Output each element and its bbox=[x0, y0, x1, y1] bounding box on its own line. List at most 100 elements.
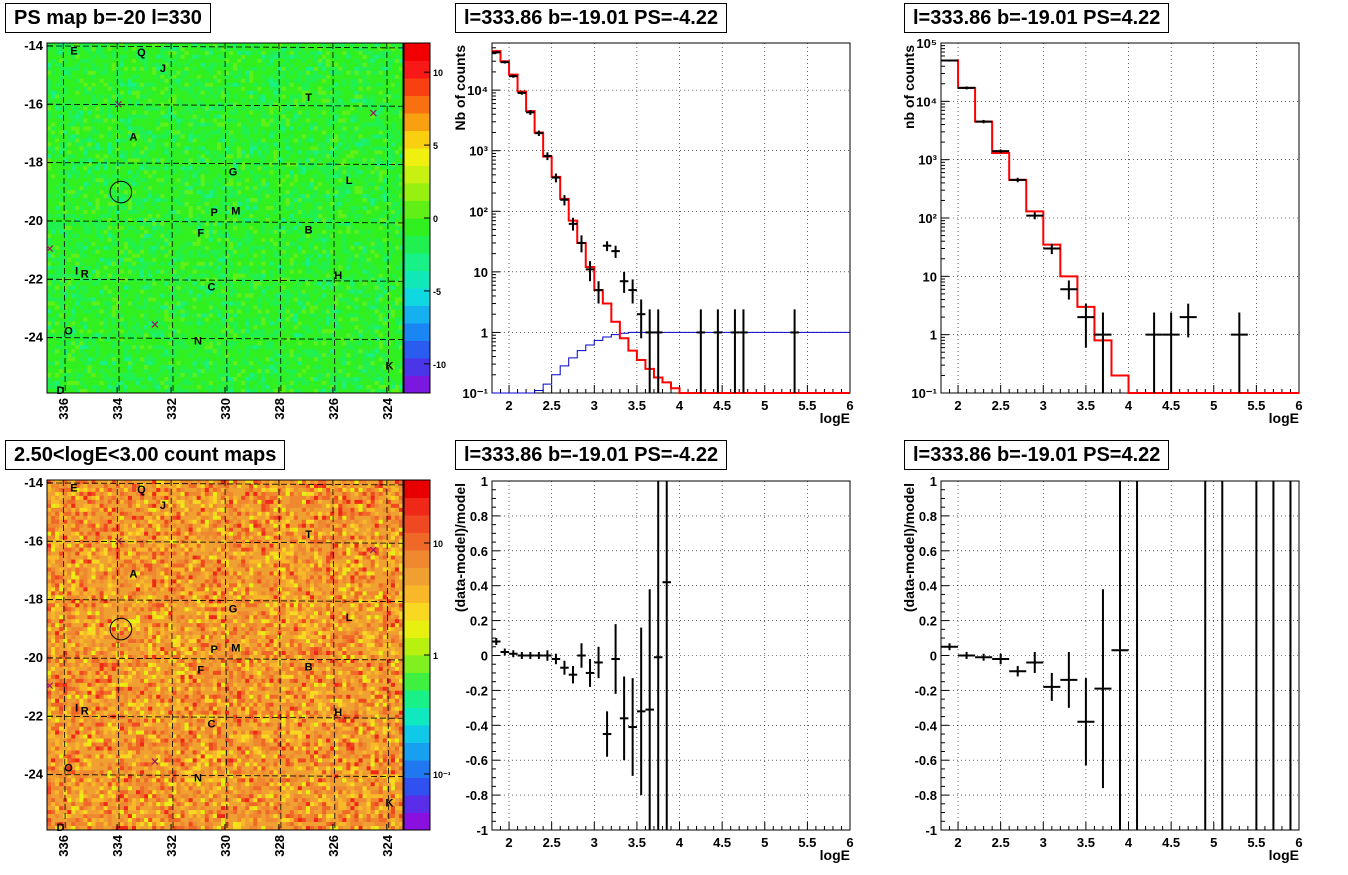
map-pixel bbox=[322, 218, 327, 223]
map-pixel bbox=[314, 178, 319, 183]
map-pixel bbox=[249, 86, 254, 92]
map-pixel bbox=[233, 202, 238, 207]
map-pixel bbox=[180, 106, 185, 111]
map-pixel bbox=[301, 62, 307, 68]
map-pixel bbox=[168, 241, 173, 247]
map-pixel bbox=[257, 174, 262, 179]
map-pixel bbox=[293, 178, 299, 183]
map-pixel bbox=[314, 237, 319, 243]
map-pixel bbox=[127, 218, 133, 223]
map-pixel bbox=[245, 122, 250, 127]
map-pixel bbox=[75, 74, 80, 80]
map-pixel bbox=[79, 158, 84, 163]
map-pixel bbox=[273, 46, 278, 52]
map-pixel bbox=[245, 118, 250, 123]
map-pixel bbox=[192, 146, 197, 151]
map-pixel bbox=[204, 174, 210, 179]
map-pixel bbox=[188, 74, 193, 80]
map-pixel bbox=[75, 265, 80, 271]
map-pixel bbox=[370, 202, 375, 207]
map-pixel bbox=[237, 142, 242, 147]
map-pixel bbox=[354, 50, 359, 56]
map-pixel bbox=[83, 154, 88, 159]
map-pixel bbox=[148, 134, 153, 139]
map-pixel bbox=[172, 194, 177, 199]
map-pixel bbox=[47, 166, 52, 171]
map-pixel bbox=[136, 190, 141, 195]
map-pixel bbox=[305, 102, 311, 107]
map-pixel bbox=[99, 66, 104, 72]
map-pixel bbox=[305, 126, 311, 131]
map-pixel bbox=[47, 154, 52, 159]
map-pixel bbox=[382, 98, 388, 103]
map-pixel bbox=[330, 229, 335, 235]
map-pixel bbox=[204, 218, 210, 223]
map-pixel bbox=[212, 186, 218, 191]
map-pixel bbox=[47, 182, 52, 187]
map-pixel bbox=[362, 146, 367, 151]
map-pixel bbox=[172, 154, 177, 159]
map-pixel bbox=[301, 142, 307, 147]
map-pixel bbox=[220, 142, 226, 147]
map-pixel bbox=[362, 158, 367, 163]
map-pixel bbox=[289, 150, 295, 155]
map-pixel bbox=[277, 98, 282, 103]
map-pixel bbox=[67, 142, 72, 147]
map-pixel bbox=[184, 190, 189, 195]
map-pixel bbox=[318, 118, 323, 123]
map-pixel bbox=[390, 233, 396, 239]
map-pixel bbox=[330, 62, 335, 68]
map-pixel bbox=[378, 130, 384, 135]
map-pixel bbox=[237, 233, 242, 239]
map-pixel bbox=[63, 74, 68, 80]
map-pixel bbox=[334, 58, 339, 64]
map-pixel bbox=[277, 86, 282, 92]
map-pixel bbox=[318, 43, 323, 48]
map-pixel bbox=[168, 186, 173, 191]
map-pixel bbox=[390, 202, 396, 207]
map-pixel bbox=[322, 134, 327, 139]
map-pixel bbox=[342, 261, 347, 267]
map-pixel bbox=[269, 82, 274, 88]
map-pixel bbox=[346, 130, 351, 135]
map-pixel bbox=[309, 182, 315, 187]
map-pixel bbox=[390, 118, 396, 123]
map-pixel bbox=[301, 118, 307, 123]
map-pixel bbox=[83, 253, 88, 259]
map-pixel bbox=[176, 182, 181, 187]
map-pixel bbox=[144, 237, 149, 243]
map-pixel bbox=[212, 225, 218, 231]
map-pixel bbox=[277, 182, 282, 187]
map-pixel bbox=[115, 62, 121, 68]
map-pixel bbox=[342, 130, 347, 135]
map-pixel bbox=[398, 106, 404, 111]
map-pixel bbox=[144, 253, 149, 259]
map-pixel bbox=[330, 78, 335, 84]
map-pixel bbox=[87, 218, 92, 223]
map-pixel bbox=[208, 253, 214, 259]
ps-map-panel: E Q J T A G L P M F B I R H C O N K D 336 334 332 330 328 326 324… bbox=[0, 0, 450, 437]
map-pixel bbox=[237, 86, 242, 92]
map-pixel bbox=[237, 122, 242, 127]
map-pixel bbox=[273, 210, 278, 215]
map-pixel bbox=[103, 98, 108, 103]
map-pixel bbox=[180, 70, 185, 76]
map-pixel bbox=[204, 150, 210, 155]
map-pixel bbox=[111, 174, 117, 179]
map-pixel bbox=[398, 138, 404, 143]
map-pixel bbox=[281, 102, 286, 107]
map-pixel bbox=[326, 198, 331, 203]
map-pixel bbox=[119, 186, 125, 191]
map-pixel bbox=[156, 86, 161, 92]
map-pixel bbox=[314, 150, 319, 155]
map-pixel bbox=[285, 142, 291, 147]
map-pixel bbox=[398, 122, 404, 127]
map-pixel bbox=[184, 58, 189, 64]
map-pixel bbox=[67, 154, 72, 159]
map-pixel bbox=[293, 206, 299, 211]
map-pixel bbox=[192, 46, 197, 52]
map-pixel bbox=[87, 237, 92, 243]
map-pixel bbox=[184, 202, 189, 207]
map-pixel bbox=[273, 138, 278, 143]
map-pixel bbox=[192, 253, 197, 259]
